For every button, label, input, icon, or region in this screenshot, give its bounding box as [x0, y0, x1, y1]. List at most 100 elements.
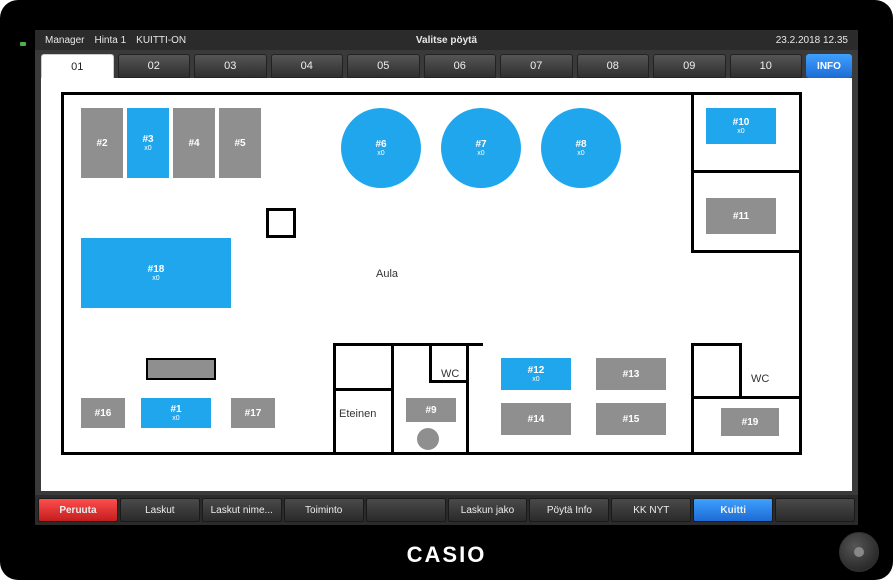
counter	[146, 358, 216, 380]
wall	[691, 396, 801, 399]
pillar-circle	[417, 428, 439, 450]
wall	[466, 343, 469, 455]
table-14[interactable]: #14	[501, 403, 571, 435]
bottom-button-empty	[775, 498, 855, 522]
table-sublabel: x0	[477, 150, 484, 157]
bottom-button-empty	[366, 498, 446, 522]
wall	[739, 343, 742, 398]
tab-05[interactable]: 05	[347, 54, 420, 78]
status-title: Valitse pöytä	[416, 35, 477, 46]
screen: Manager Hinta 1 KUITTI-ON Valitse pöytä …	[35, 30, 858, 525]
wall	[799, 92, 802, 455]
table-11[interactable]: #11	[706, 198, 776, 234]
tab-04[interactable]: 04	[271, 54, 344, 78]
table-label: #9	[425, 405, 436, 416]
tab-08[interactable]: 08	[577, 54, 650, 78]
table-label: #5	[234, 138, 245, 149]
table-18[interactable]: #18x0	[81, 238, 231, 308]
table-label: #19	[742, 417, 759, 428]
status-receipt: KUITTI-ON	[136, 35, 186, 46]
tab-01[interactable]: 01	[41, 54, 114, 78]
wall	[333, 343, 336, 455]
wall	[61, 92, 801, 95]
table-label: #13	[623, 369, 640, 380]
wall	[391, 388, 394, 455]
table-label: #10	[733, 117, 750, 128]
table-label: #15	[623, 414, 640, 425]
brand-logo: CASIO	[407, 542, 487, 568]
table-19[interactable]: #19	[721, 408, 779, 436]
wall	[266, 208, 269, 238]
hardware-knob[interactable]	[839, 532, 879, 572]
table-label: #1	[170, 404, 181, 415]
tab-bar: 01020304050607080910INFO	[35, 50, 858, 78]
bottom-button-peruuta[interactable]: Peruuta	[38, 498, 118, 522]
floor-plan: #2#3x0#4#5#6x0#7x0#8x0#10x0#11#18x0#12x0…	[41, 78, 852, 491]
table-sublabel: x0	[532, 376, 539, 383]
bottom-button-toiminto[interactable]: Toiminto	[284, 498, 364, 522]
table-label: #12	[528, 365, 545, 376]
table-12[interactable]: #12x0	[501, 358, 571, 390]
bottom-button-laskun-jako[interactable]: Laskun jako	[448, 498, 528, 522]
table-sublabel: x0	[577, 150, 584, 157]
tab-09[interactable]: 09	[653, 54, 726, 78]
wall	[333, 388, 393, 391]
table-17[interactable]: #17	[231, 398, 275, 428]
table-7[interactable]: #7x0	[441, 108, 521, 188]
table-10[interactable]: #10x0	[706, 108, 776, 144]
status-manager: Manager	[45, 35, 84, 46]
table-8[interactable]: #8x0	[541, 108, 621, 188]
table-label: #8	[575, 139, 586, 150]
table-label: #18	[148, 264, 165, 275]
tab-02[interactable]: 02	[118, 54, 191, 78]
table-1[interactable]: #1x0	[141, 398, 211, 428]
bottom-button-laskut[interactable]: Laskut	[120, 498, 200, 522]
wall	[391, 343, 394, 391]
table-3[interactable]: #3x0	[127, 108, 169, 178]
table-label: #2	[96, 138, 107, 149]
table-5[interactable]: #5	[219, 108, 261, 178]
bottom-button-laskut-nime-[interactable]: Laskut nime...	[202, 498, 282, 522]
status-bar: Manager Hinta 1 KUITTI-ON Valitse pöytä …	[35, 30, 858, 50]
table-6[interactable]: #6x0	[341, 108, 421, 188]
wall	[429, 343, 432, 383]
wall	[333, 343, 483, 346]
bottom-bar: PeruutaLaskutLaskut nime...Toiminto Lasku…	[35, 495, 858, 525]
table-sublabel: x0	[152, 275, 159, 282]
zone-label: Aula	[376, 268, 398, 280]
tab-07[interactable]: 07	[500, 54, 573, 78]
wall	[266, 235, 296, 238]
table-2[interactable]: #2	[81, 108, 123, 178]
wall	[691, 170, 801, 173]
wall	[691, 343, 741, 346]
wall	[429, 380, 469, 383]
table-label: #11	[733, 211, 749, 222]
bottom-button-kuitti[interactable]: Kuitti	[693, 498, 773, 522]
table-16[interactable]: #16	[81, 398, 125, 428]
wall	[61, 452, 801, 455]
bottom-button-kk-nyt[interactable]: KK NYT	[611, 498, 691, 522]
table-13[interactable]: #13	[596, 358, 666, 390]
table-label: #16	[95, 408, 112, 419]
table-sublabel: x0	[737, 128, 744, 135]
table-label: #4	[188, 138, 199, 149]
table-sublabel: x0	[172, 415, 179, 422]
zone-label: WC	[441, 368, 459, 380]
table-sublabel: x0	[377, 150, 384, 157]
wall	[691, 343, 694, 455]
tab-03[interactable]: 03	[194, 54, 267, 78]
status-price: Hinta 1	[94, 35, 126, 46]
wall	[691, 250, 801, 253]
table-label: #3	[142, 134, 153, 145]
table-label: #17	[245, 408, 262, 419]
zone-label: WC	[751, 373, 769, 385]
info-button[interactable]: INFO	[806, 54, 852, 78]
table-15[interactable]: #15	[596, 403, 666, 435]
table-label: #14	[528, 414, 545, 425]
table-9[interactable]: #9	[406, 398, 456, 422]
tab-10[interactable]: 10	[730, 54, 803, 78]
bottom-button-p-yt-info[interactable]: Pöytä Info	[529, 498, 609, 522]
tab-06[interactable]: 06	[424, 54, 497, 78]
table-4[interactable]: #4	[173, 108, 215, 178]
zone-label: Eteinen	[339, 408, 376, 420]
